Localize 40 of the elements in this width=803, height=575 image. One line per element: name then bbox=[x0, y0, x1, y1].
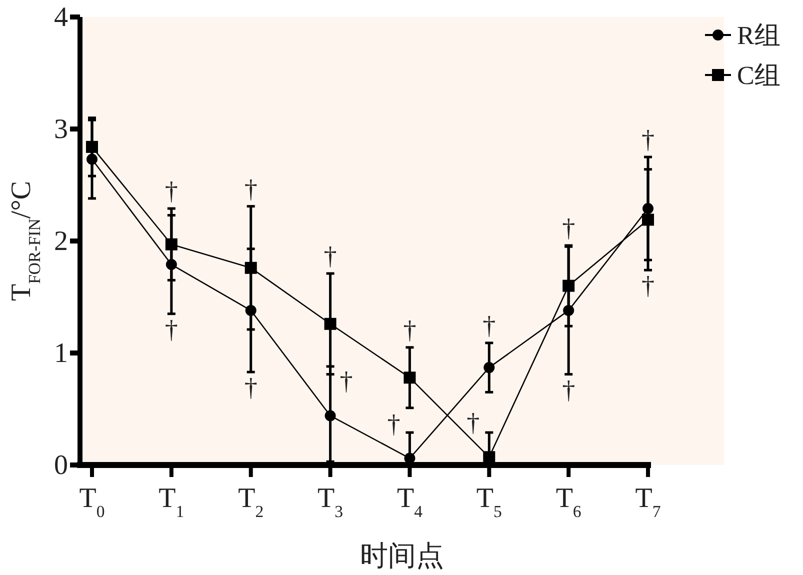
y-tick-label: 3 bbox=[54, 114, 68, 145]
y-tick-label: 4 bbox=[54, 2, 68, 33]
y-tick-label: 0 bbox=[54, 450, 68, 481]
point bbox=[483, 451, 496, 464]
annotation: † bbox=[562, 213, 576, 242]
x-tick-label: T$_{2}$ bbox=[238, 483, 264, 520]
point bbox=[165, 238, 178, 250]
annotation: † bbox=[403, 315, 416, 344]
legend-label: C组 bbox=[737, 61, 780, 90]
x-tick-label: T$_{7}$ bbox=[635, 483, 661, 520]
point bbox=[562, 280, 575, 292]
annotation: † bbox=[340, 366, 353, 396]
x-tick-label: T$_{4}$ bbox=[396, 483, 424, 520]
annotation: † bbox=[387, 409, 400, 438]
x-tick-label: T$_{6}$ bbox=[556, 483, 582, 520]
annotation: † bbox=[244, 174, 258, 204]
point bbox=[324, 410, 336, 422]
point bbox=[244, 262, 257, 274]
x-tick-label: T$_{5}$ bbox=[476, 483, 502, 520]
annotation: † bbox=[324, 241, 337, 270]
x-tick-label: T$_{0}$ bbox=[79, 483, 105, 520]
point bbox=[484, 362, 495, 374]
legend-label: R组 bbox=[737, 21, 780, 50]
annotation: † bbox=[642, 125, 654, 154]
x-tick-label: T$_{3}$ bbox=[318, 483, 344, 520]
point bbox=[324, 318, 336, 330]
x-tick-label: T$_{1}$ bbox=[158, 483, 184, 520]
annotation: † bbox=[466, 408, 480, 438]
annotation: † bbox=[642, 271, 654, 300]
annotation: † bbox=[244, 373, 258, 402]
annotation: † bbox=[164, 176, 178, 206]
y-tick-label: 1 bbox=[54, 338, 68, 369]
annotation: † bbox=[164, 314, 178, 344]
x-axis-title: 时间点 bbox=[360, 541, 444, 572]
y-tick-label: 2 bbox=[54, 226, 68, 257]
point bbox=[642, 214, 654, 226]
point bbox=[404, 372, 416, 384]
annotation: † bbox=[482, 310, 496, 340]
point bbox=[86, 140, 98, 153]
annotation: † bbox=[562, 375, 576, 404]
